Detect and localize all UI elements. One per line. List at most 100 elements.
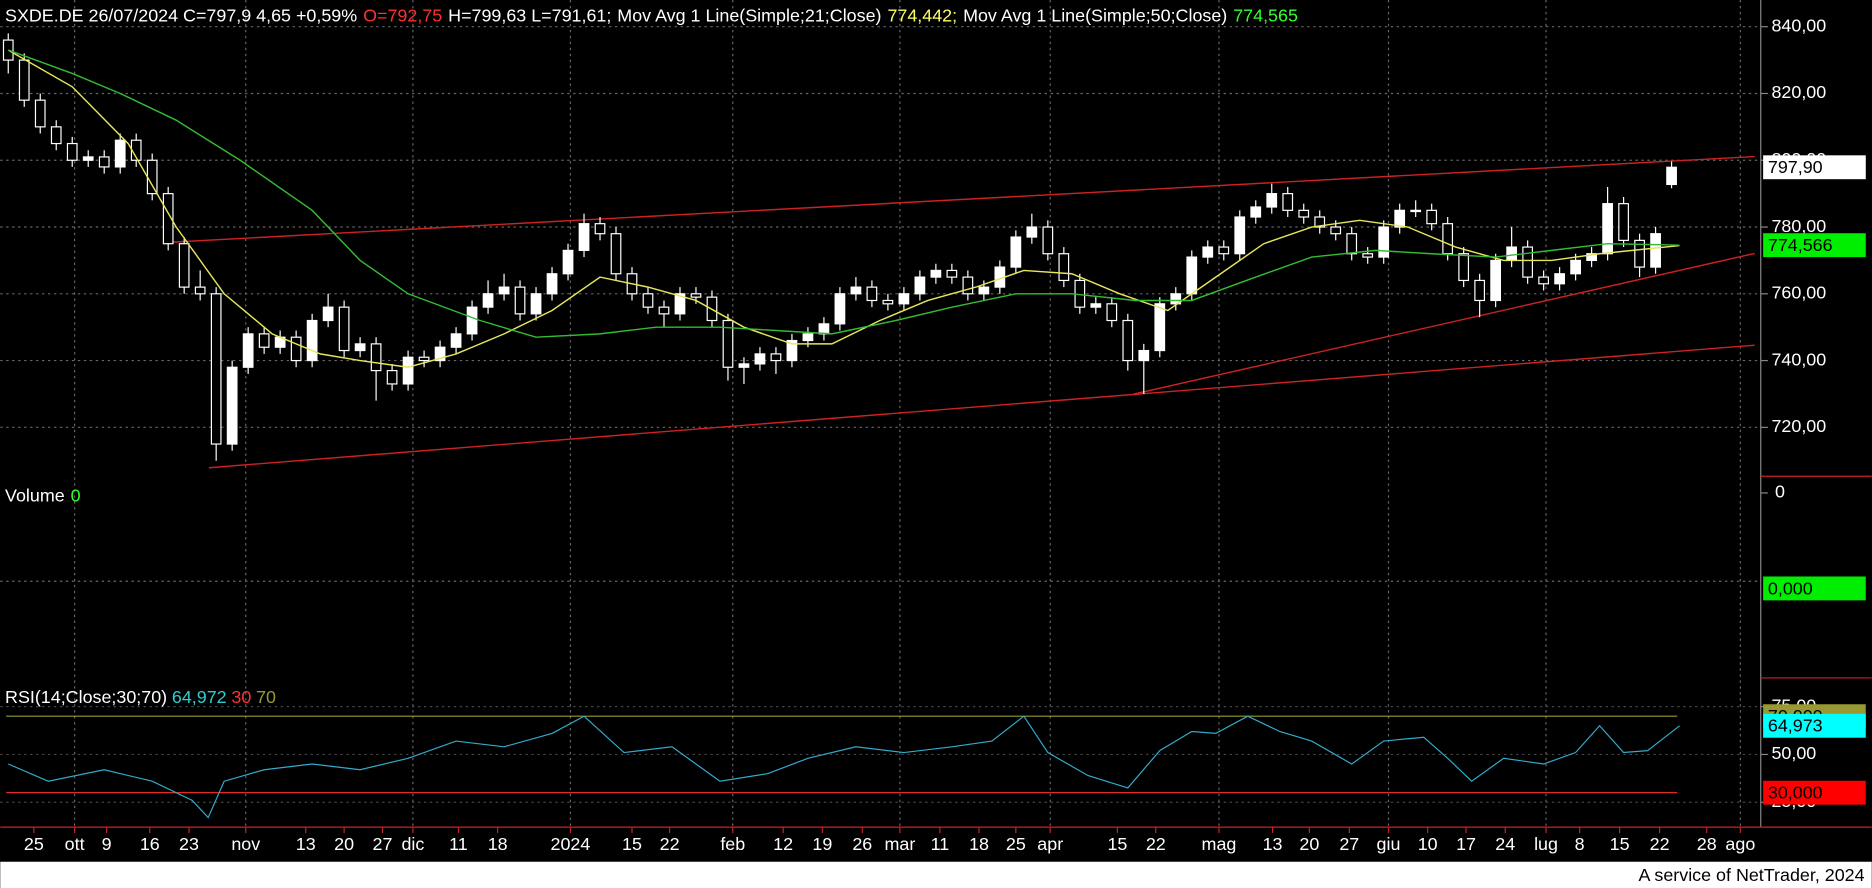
candle-body — [850, 286, 862, 295]
rsi-level-box-label: 30,000 — [1768, 783, 1823, 803]
footer-bar — [0, 861, 1872, 888]
x-tick-label: feb — [720, 834, 745, 854]
candle-body — [802, 333, 814, 342]
candle-body — [866, 286, 878, 302]
x-tick-label: dic — [401, 834, 424, 854]
candle-body — [930, 269, 942, 278]
candle-body — [210, 293, 222, 445]
candle-body — [1138, 349, 1150, 362]
x-tick-label: 20 — [1299, 834, 1319, 854]
rsi-box — [1763, 713, 1866, 738]
x-tick-label: 28 — [1697, 834, 1717, 854]
candle-body — [1570, 259, 1581, 275]
rsi-line — [8, 715, 1680, 819]
candle-body — [146, 159, 158, 195]
x-tick-label: mag — [1202, 834, 1237, 854]
candle-body — [1250, 206, 1262, 218]
volume-value: 0 — [71, 485, 81, 505]
candle-body — [50, 126, 62, 145]
candle-body — [1650, 233, 1661, 268]
x-tick-label: 25 — [1006, 834, 1026, 854]
candle-body — [1010, 236, 1022, 268]
price-panel — [2, 33, 1755, 469]
x-tick-label: 15 — [1107, 834, 1127, 854]
candle-body — [450, 333, 462, 348]
candle-body — [162, 193, 174, 245]
header-part: Mov Avg 1 Line(Simple;21;Close) — [617, 5, 881, 25]
candle-body — [338, 306, 350, 352]
candle-body — [962, 276, 974, 295]
candle-body — [1330, 226, 1342, 235]
header-part: H=799,63 L=791,61; — [448, 5, 611, 25]
candle-body — [1426, 209, 1438, 225]
x-tick-label: 23 — [179, 834, 199, 854]
candle-body — [754, 353, 766, 365]
price-box-label: 797,90 — [1768, 157, 1823, 177]
candle-body — [370, 343, 382, 372]
x-tick-label: 8 — [1575, 834, 1585, 854]
candle-body — [514, 286, 526, 315]
footer: A service of NetTrader, 2024 — [1639, 865, 1865, 885]
rsi-value: 64,972 — [172, 687, 227, 707]
price-box — [1763, 155, 1866, 180]
x-tick-label: 9 — [102, 834, 112, 854]
x-tick-label: ott — [65, 834, 85, 854]
candle-body — [2, 39, 14, 61]
candle-body — [1522, 246, 1534, 278]
candle-body — [770, 353, 782, 362]
x-tick-label: 13 — [296, 834, 316, 854]
header-part: Mov Avg 1 Line(Simple;50;Close) — [963, 5, 1227, 25]
candle-body — [1170, 293, 1182, 305]
candle-body — [1586, 253, 1597, 262]
candle-body — [1234, 216, 1246, 255]
candle-body — [674, 293, 686, 315]
x-tick-label: 10 — [1418, 834, 1438, 854]
x-tick-label: 24 — [1495, 834, 1515, 854]
x-tick-label: 18 — [969, 834, 989, 854]
axes: 720,00740,00760,00780,00800,00820,00840,… — [24, 15, 1866, 854]
candle-body — [66, 142, 78, 161]
candle-body — [1378, 226, 1390, 258]
candle-body — [466, 306, 478, 335]
rsi-title: RSI(14;Close;30;70) 64,972 30 70 — [5, 687, 276, 707]
candle-body — [722, 319, 734, 368]
candle-body — [18, 59, 30, 101]
x-tick-label: 13 — [1263, 834, 1283, 854]
rsi-tick-label: 50,00 — [1771, 743, 1816, 763]
candle-body — [1090, 303, 1102, 308]
candle-body — [786, 339, 798, 362]
candle-body — [1106, 303, 1118, 322]
trendline — [208, 344, 1755, 469]
x-tick-label: 19 — [812, 834, 832, 854]
candle-body — [1554, 273, 1565, 285]
x-tick-label: giu — [1377, 834, 1401, 854]
candle-body — [690, 293, 702, 298]
candle-body — [530, 293, 542, 315]
candle-body — [946, 269, 958, 278]
candle-body — [114, 139, 126, 168]
candle-body — [610, 233, 622, 275]
candle-body — [178, 243, 190, 288]
candle-body — [306, 319, 318, 362]
candle-body — [290, 336, 302, 362]
x-tick-label: 27 — [373, 834, 393, 854]
header-part: 774,442; — [887, 5, 957, 25]
candle-body — [258, 333, 270, 348]
candle-body — [834, 293, 846, 325]
x-tick-label: 15 — [1610, 834, 1630, 854]
x-tick-label: 22 — [660, 834, 680, 854]
moving-average — [8, 49, 1680, 338]
candle-body — [1154, 303, 1166, 352]
x-tick-label: ago — [1725, 834, 1755, 854]
candle-body — [1186, 256, 1198, 295]
rsi-level-value: 30 — [231, 687, 251, 707]
candle-body — [562, 249, 574, 275]
candle-body — [738, 363, 750, 368]
x-tick-label: 20 — [334, 834, 354, 854]
rsi-level-box — [1763, 780, 1866, 805]
candle-body — [418, 356, 430, 362]
candle-body — [482, 293, 494, 308]
candle-body — [434, 346, 446, 362]
candle-body — [498, 286, 510, 295]
